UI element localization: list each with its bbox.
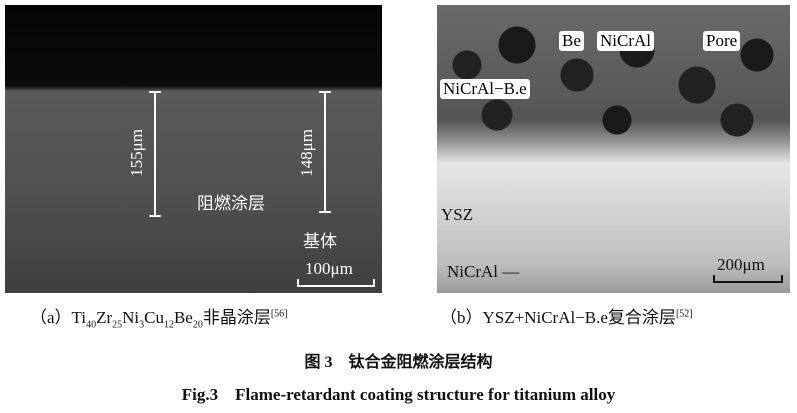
label-nicral: NiCrAl [597,31,654,51]
scale-bar [297,279,375,287]
thickness-right-label: 148μm [296,129,316,177]
coating-label: 阻燃涂层 [197,194,265,213]
substrate-label: 基体 [303,232,337,251]
caption-a: （a）Ti40Zr25Ni3Cu12Be20非晶涂层[56] [30,308,288,331]
figure-title-en: Fig.3 Flame-retardant coating structure … [181,385,616,404]
label-ysz: YSZ [441,205,474,224]
thickness-arrow-right [319,91,331,213]
micrograph-b: Be NiCrAl Pore NiCrAl−B.e YSZ NiCrAl — 2… [437,5,790,293]
figure-title-cn: 图 3 钛合金阻燃涂层结构 [304,354,493,371]
micrograph-a: 155μm 148μm 阻燃涂层 基体 100μm [5,5,382,293]
caption-b: （b）YSZ+NiCrAl−B.e复合涂层[52] [440,308,693,327]
thickness-arrow-left [149,91,161,217]
label-nicral-bottom: NiCrAl — [447,262,520,281]
scale-bar-label: 100μm [305,259,353,278]
scale-bar [713,275,783,283]
scale-bar-label: 200μm [717,255,765,274]
thickness-left-label: 155μm [126,129,146,177]
label-be: Be [559,31,584,51]
label-nicral-be: NiCrAl−B.e [440,79,530,99]
label-pore: Pore [703,31,741,51]
